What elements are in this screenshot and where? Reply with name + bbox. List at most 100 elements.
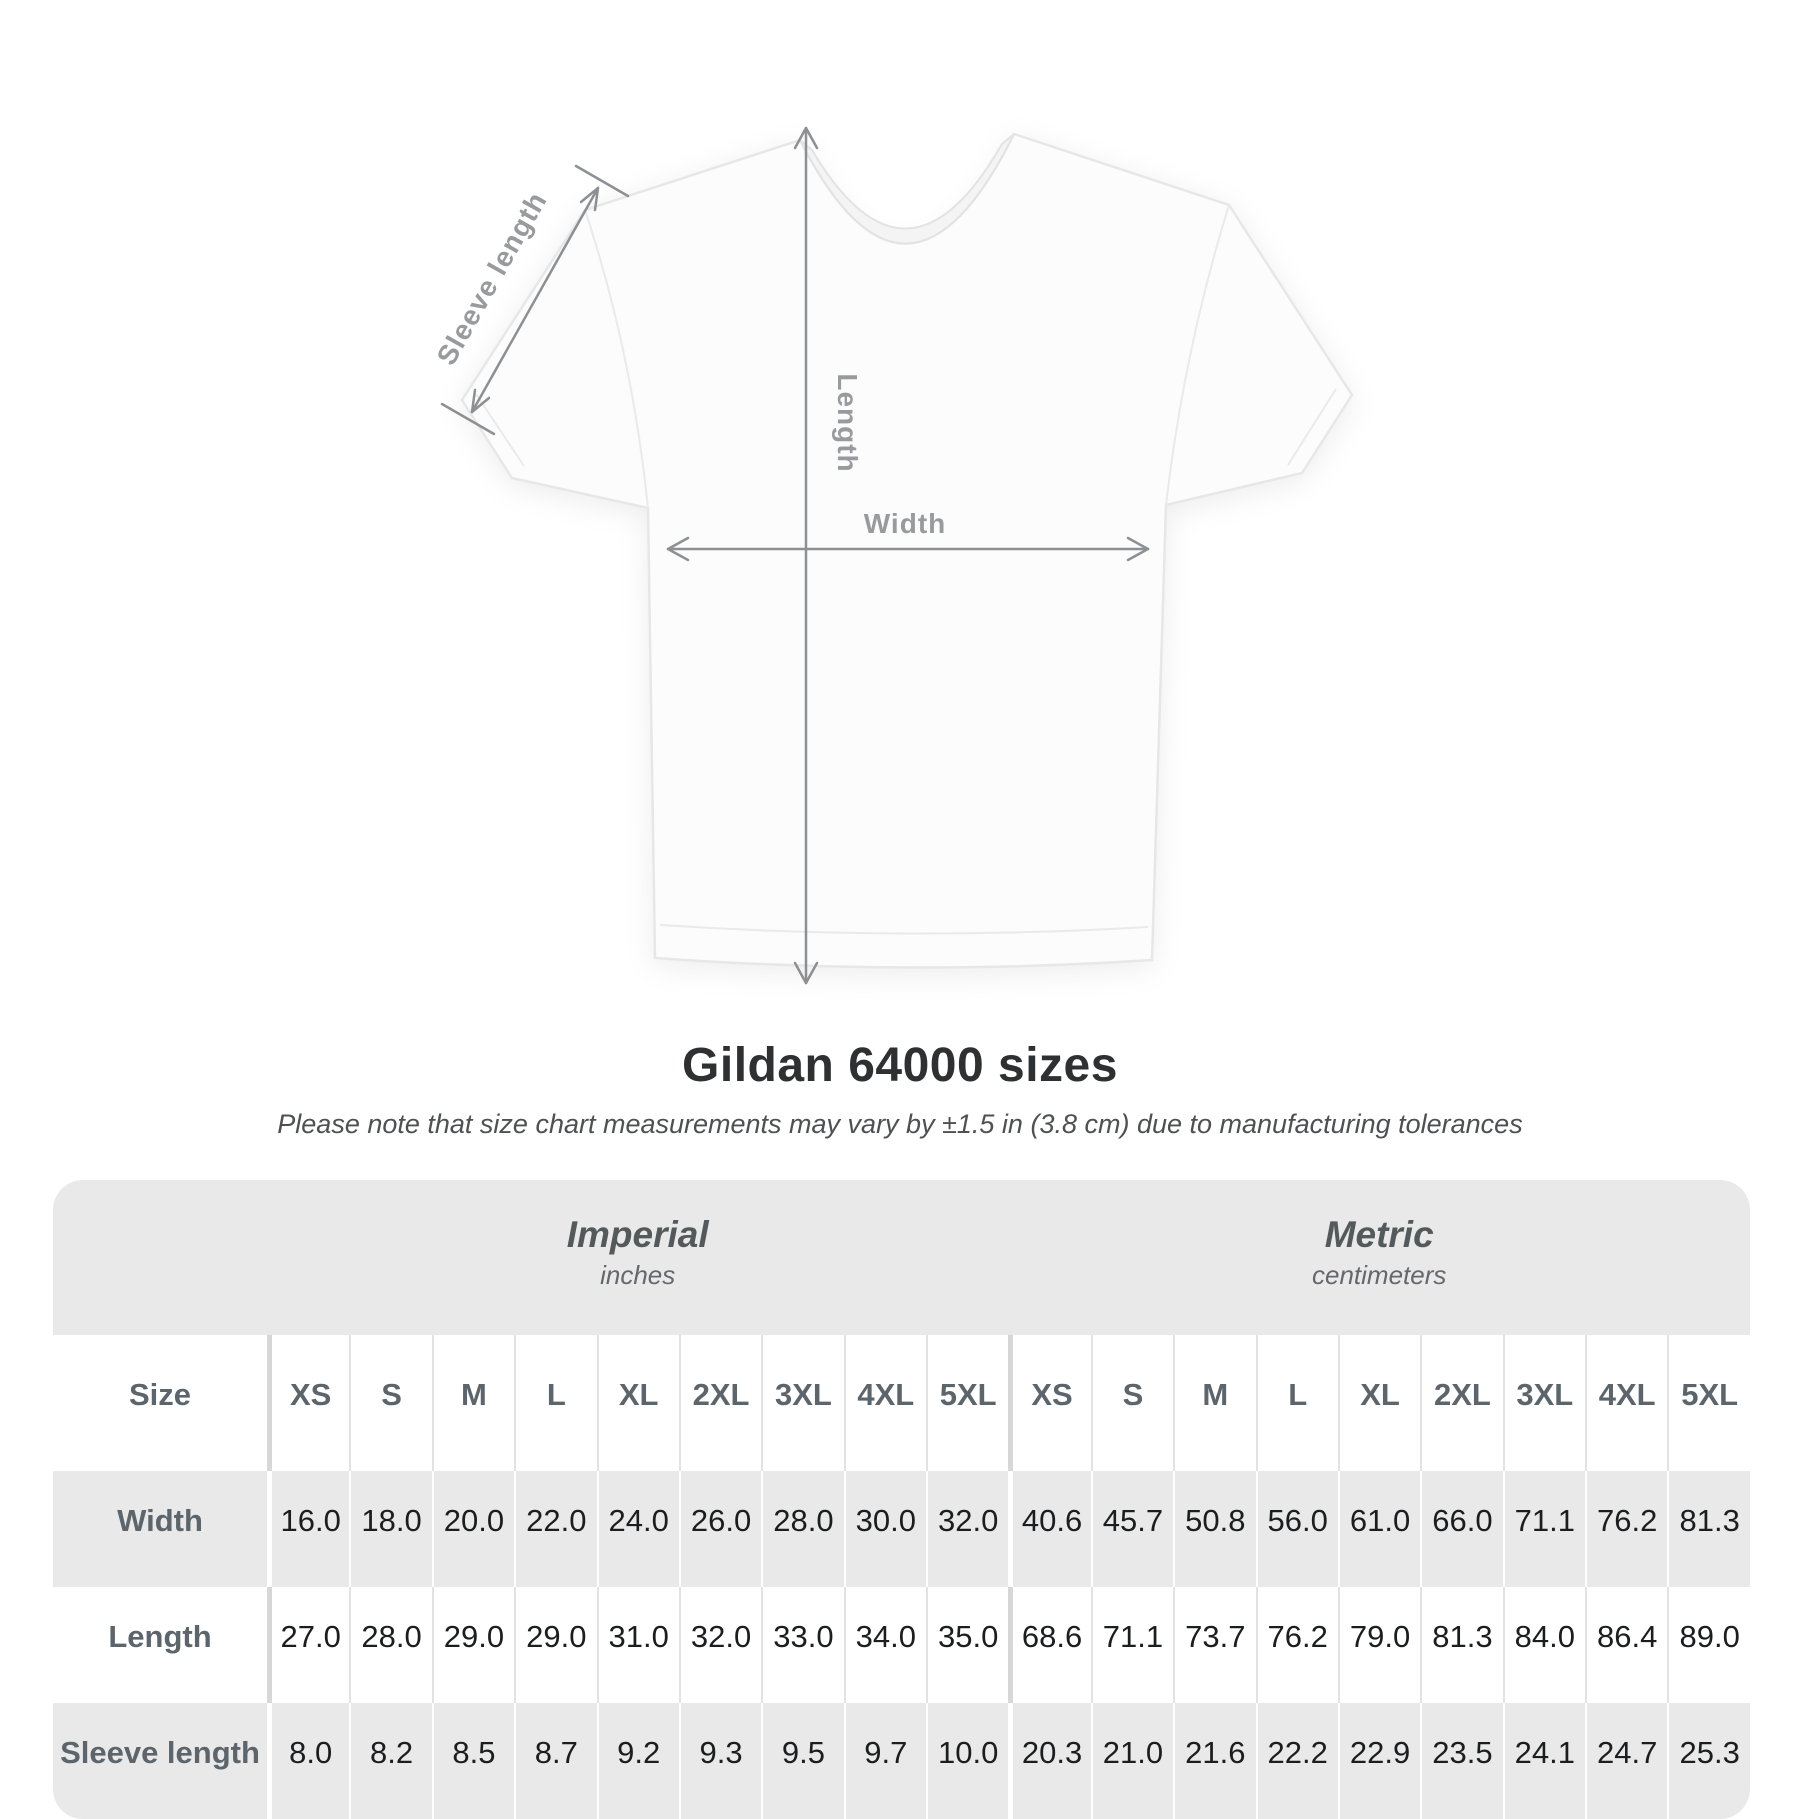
table-cell: 81.3 bbox=[1667, 1471, 1750, 1587]
size-header-cell: L bbox=[1255, 1335, 1338, 1471]
size-header-cell: XS bbox=[1008, 1335, 1090, 1471]
table-cell: 24.0 bbox=[596, 1471, 679, 1587]
unit-header-row: Imperial inches Metric centimeters bbox=[53, 1180, 1750, 1335]
table-cell: 9.7 bbox=[843, 1703, 926, 1819]
table-cell: 21.0 bbox=[1090, 1703, 1173, 1819]
table-cell: 8.5 bbox=[431, 1703, 514, 1819]
table-cell: 34.0 bbox=[843, 1587, 926, 1703]
unit-name: Metric bbox=[1324, 1214, 1434, 1256]
table-corner-cell bbox=[53, 1180, 267, 1335]
size-header-cell: 4XL bbox=[843, 1335, 926, 1471]
tshirt-diagram-svg: Length Width Sleeve length bbox=[431, 126, 1354, 985]
size-header-cell: M bbox=[1173, 1335, 1255, 1471]
table-cell: 9.5 bbox=[761, 1703, 843, 1819]
unit-header-metric: Metric centimeters bbox=[1008, 1180, 1750, 1335]
table-cell: 32.0 bbox=[678, 1587, 761, 1703]
table-cell: 10.0 bbox=[926, 1703, 1008, 1819]
size-header-row: Size XS S M L XL 2XL 3XL 4XL 5XL XS S M … bbox=[53, 1335, 1750, 1471]
table-cell: 8.2 bbox=[349, 1703, 431, 1819]
table-cell: 35.0 bbox=[926, 1587, 1008, 1703]
table-cell: 79.0 bbox=[1337, 1587, 1420, 1703]
size-column-header: Size bbox=[128, 1377, 192, 1412]
size-header-cell: XL bbox=[596, 1335, 679, 1471]
table-cell: 33.0 bbox=[761, 1587, 843, 1703]
row-label: Sleeve length bbox=[60, 1735, 260, 1770]
table-row-length: Length 27.0 28.0 29.0 29.0 31.0 32.0 33.… bbox=[53, 1587, 1750, 1703]
table-cell: 20.0 bbox=[431, 1471, 514, 1587]
tshirt-measurement-diagram: Length Width Sleeve length bbox=[431, 126, 1354, 985]
table-cell: 27.0 bbox=[267, 1587, 349, 1703]
sleeve-length-arrow bbox=[440, 164, 630, 436]
size-header-cell: S bbox=[1090, 1335, 1173, 1471]
size-header-cell: 2XL bbox=[678, 1335, 761, 1471]
table-cell: 76.2 bbox=[1255, 1587, 1338, 1703]
table-cell: 8.7 bbox=[514, 1703, 596, 1819]
table-cell: 68.6 bbox=[1008, 1587, 1090, 1703]
table-cell: 26.0 bbox=[678, 1471, 761, 1587]
size-header-cell: L bbox=[514, 1335, 596, 1471]
table-cell: 50.8 bbox=[1173, 1471, 1255, 1587]
tshirt-body bbox=[460, 132, 1354, 969]
table-cell: 61.0 bbox=[1337, 1471, 1420, 1587]
table-cell: 9.2 bbox=[596, 1703, 679, 1819]
tshirt-shape bbox=[460, 132, 1354, 969]
table-cell: 71.1 bbox=[1090, 1587, 1173, 1703]
left-sleeve-stitch bbox=[475, 393, 525, 467]
table-cell: 81.3 bbox=[1420, 1587, 1502, 1703]
row-label: Width bbox=[117, 1503, 203, 1538]
hem-stitch bbox=[659, 924, 1149, 935]
size-header-cell: S bbox=[349, 1335, 431, 1471]
page-title: Gildan 64000 sizes bbox=[682, 1039, 1118, 1092]
width-label: Width bbox=[864, 508, 947, 539]
table-cell: 73.7 bbox=[1173, 1587, 1255, 1703]
table-row-sleeve-length: Sleeve length 8.0 8.2 8.5 8.7 9.2 9.3 9.… bbox=[53, 1703, 1750, 1819]
width-arrow bbox=[666, 536, 1150, 562]
size-header-cell: 5XL bbox=[1667, 1335, 1750, 1471]
size-header-cell: 2XL bbox=[1420, 1335, 1502, 1471]
table-cell: 23.5 bbox=[1420, 1703, 1502, 1819]
row-label: Length bbox=[108, 1619, 212, 1654]
table-cell: 25.3 bbox=[1667, 1703, 1750, 1819]
table-row-width: Width 16.0 18.0 20.0 22.0 24.0 26.0 28.0… bbox=[53, 1471, 1750, 1587]
table-cell: 16.0 bbox=[267, 1471, 349, 1587]
table-cell: 22.2 bbox=[1255, 1703, 1338, 1819]
table-cell: 30.0 bbox=[843, 1471, 926, 1587]
table-cell: 28.0 bbox=[761, 1471, 843, 1587]
unit-sublabel: centimeters bbox=[1311, 1259, 1447, 1290]
table-cell: 40.6 bbox=[1008, 1471, 1090, 1587]
table-cell: 29.0 bbox=[514, 1587, 596, 1703]
table-cell: 9.3 bbox=[678, 1703, 761, 1819]
right-sleeve-stitch bbox=[1287, 388, 1337, 466]
tshirt-collar bbox=[799, 133, 1015, 245]
table-cell: 32.0 bbox=[926, 1471, 1008, 1587]
size-header-cell: 4XL bbox=[1585, 1335, 1667, 1471]
table-cell: 24.7 bbox=[1585, 1703, 1667, 1819]
table-cell: 71.1 bbox=[1502, 1471, 1585, 1587]
table-cell: 31.0 bbox=[596, 1587, 679, 1703]
table-cell: 45.7 bbox=[1090, 1471, 1173, 1587]
table-cell: 28.0 bbox=[349, 1587, 431, 1703]
size-table-container: Imperial inches Metric centimeters Size … bbox=[53, 1180, 1750, 1819]
size-header-cell: XL bbox=[1337, 1335, 1420, 1471]
table-cell: 22.0 bbox=[514, 1471, 596, 1587]
left-armhole-seam bbox=[584, 209, 649, 509]
table-cell: 56.0 bbox=[1255, 1471, 1338, 1587]
size-table: Imperial inches Metric centimeters Size … bbox=[53, 1180, 1750, 1819]
size-header-cell: 3XL bbox=[1502, 1335, 1585, 1471]
right-armhole-seam bbox=[1165, 204, 1230, 506]
heading-block: Gildan 64000 sizes Please note that size… bbox=[0, 1038, 1800, 1140]
size-header-cell: M bbox=[431, 1335, 514, 1471]
table-cell: 29.0 bbox=[431, 1587, 514, 1703]
table-cell: 89.0 bbox=[1667, 1587, 1750, 1703]
table-cell: 66.0 bbox=[1420, 1471, 1502, 1587]
table-cell: 21.6 bbox=[1173, 1703, 1255, 1819]
unit-name: Imperial bbox=[566, 1214, 709, 1256]
table-cell: 24.1 bbox=[1502, 1703, 1585, 1819]
table-cell: 86.4 bbox=[1585, 1587, 1667, 1703]
size-header-cell: XS bbox=[267, 1335, 349, 1471]
unit-sublabel: inches bbox=[600, 1259, 676, 1290]
table-cell: 22.9 bbox=[1337, 1703, 1420, 1819]
length-arrow bbox=[793, 126, 819, 985]
length-label: Length bbox=[832, 373, 863, 472]
table-cell: 8.0 bbox=[267, 1703, 349, 1819]
